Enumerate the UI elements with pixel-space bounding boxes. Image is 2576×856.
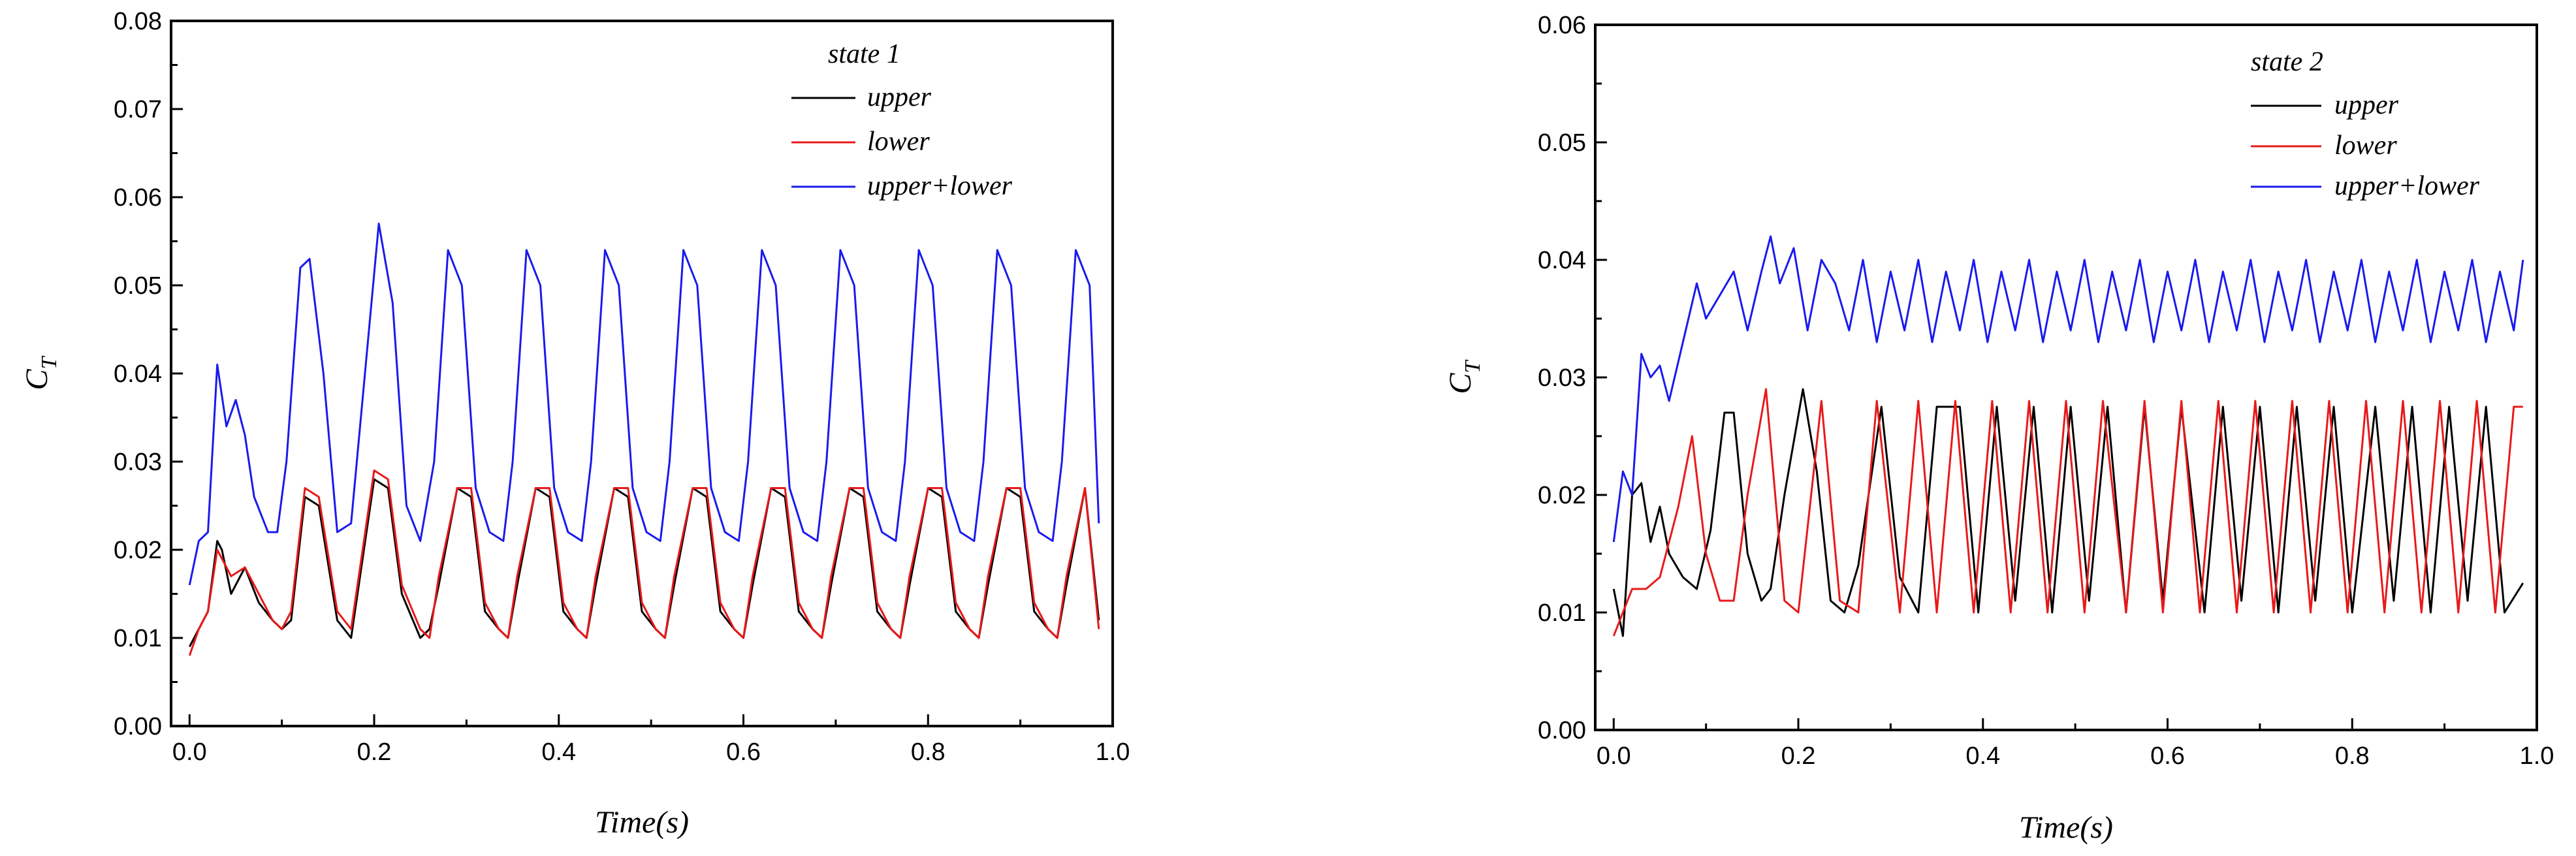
x-tick-label: 0.8 — [911, 738, 946, 766]
series-layer — [188, 223, 1100, 656]
series-layer — [1612, 235, 2524, 637]
y-axis-title: CT — [1443, 359, 1485, 394]
series-line-upper-plus-lower — [1612, 235, 2524, 543]
x-tick-label: 0.6 — [2150, 742, 2185, 770]
y-tick-label: 0.01 — [1538, 599, 1586, 627]
y-tick-label: 0.08 — [114, 8, 162, 35]
y-tick-label: 0.07 — [114, 96, 162, 123]
y-axis-title-sub: T — [37, 355, 61, 369]
x-tick-label: 0.4 — [541, 738, 576, 766]
series-line-lower — [188, 469, 1100, 656]
y-tick-label: 0.06 — [114, 184, 162, 212]
legend-title: state 1 — [828, 39, 900, 69]
series-line-upper — [1612, 388, 2524, 637]
legend-label-upper: upper — [867, 82, 932, 112]
legend-label-lower: lower — [2334, 131, 2397, 161]
legend-label-upper-plus-lower: upper+lower — [867, 171, 1013, 201]
chart-state-1: 0.00 0.01 0.02 0.03 0.04 0.05 0.06 0.07 0.08 0.0… — [20, 8, 1130, 840]
legend-title: state 2 — [2251, 47, 2323, 77]
x-tick-label: 0.0 — [1597, 742, 1631, 770]
y-tick-label: 0.00 — [1538, 717, 1586, 744]
series-line-upper-plus-lower — [188, 223, 1100, 586]
x-tick-label: 0.6 — [726, 738, 761, 766]
series-line-lower — [1612, 388, 2523, 637]
y-axis-title-main: C — [1443, 372, 1478, 394]
x-axis-title: Time(s) — [595, 805, 689, 840]
x-axis: 0.0 0.2 0.4 0.6 0.8 1.0 — [172, 714, 1130, 766]
y-tick-label: 0.03 — [1538, 364, 1586, 392]
y-tick-label: 0.01 — [114, 625, 162, 652]
x-tick-label: 0.2 — [1781, 742, 1816, 770]
x-tick-label: 1.0 — [2520, 742, 2554, 770]
y-tick-label: 0.06 — [1538, 12, 1586, 39]
legend-label-upper: upper — [2334, 90, 2399, 120]
y-axis-title: CT — [20, 355, 61, 390]
x-axis: 0.0 0.2 0.4 0.6 0.8 1.0 — [1597, 718, 2554, 770]
legend: state 2 upper lower upper+lower — [2251, 47, 2480, 201]
x-tick-label: 1.0 — [1096, 738, 1130, 766]
y-tick-label: 0.05 — [114, 272, 162, 300]
plot-frame — [170, 20, 1114, 727]
y-tick-label: 0.04 — [1538, 247, 1586, 274]
x-axis-title: Time(s) — [2019, 810, 2113, 845]
y-tick-label: 0.03 — [114, 449, 162, 476]
y-axis-title-main: C — [20, 368, 54, 390]
x-tick-label: 0.2 — [357, 738, 392, 766]
x-tick-label: 0.8 — [2335, 742, 2370, 770]
y-tick-label: 0.02 — [1538, 482, 1586, 509]
y-tick-label: 0.05 — [1538, 129, 1586, 157]
y-axis: 0.00 0.01 0.02 0.03 0.04 0.05 0.06 — [1538, 12, 1607, 744]
y-tick-label: 0.00 — [114, 713, 162, 740]
y-axis-title-sub: T — [1461, 359, 1485, 373]
series-line-upper — [188, 478, 1100, 648]
svg-text:CT: CT — [20, 355, 61, 390]
legend-label-lower: lower — [867, 127, 930, 157]
legend: state 1 upper lower upper+lower — [791, 39, 1013, 201]
x-tick-label: 0.4 — [1965, 742, 2000, 770]
chart-state-2: 0.000.010.020.030.040.050.06 0.0 0.2 0.4 0.… — [1443, 12, 2554, 845]
x-tick-label: 0.0 — [172, 738, 207, 766]
svg-text:CT: CT — [1443, 359, 1485, 394]
y-tick-label: 0.04 — [114, 360, 162, 388]
legend-label-upper-plus-lower: upper+lower — [2334, 171, 2480, 201]
y-axis: 0.00 0.01 0.02 0.03 0.04 0.05 0.06 0.07 0.08 — [114, 8, 183, 740]
y-tick-label: 0.02 — [114, 537, 162, 564]
